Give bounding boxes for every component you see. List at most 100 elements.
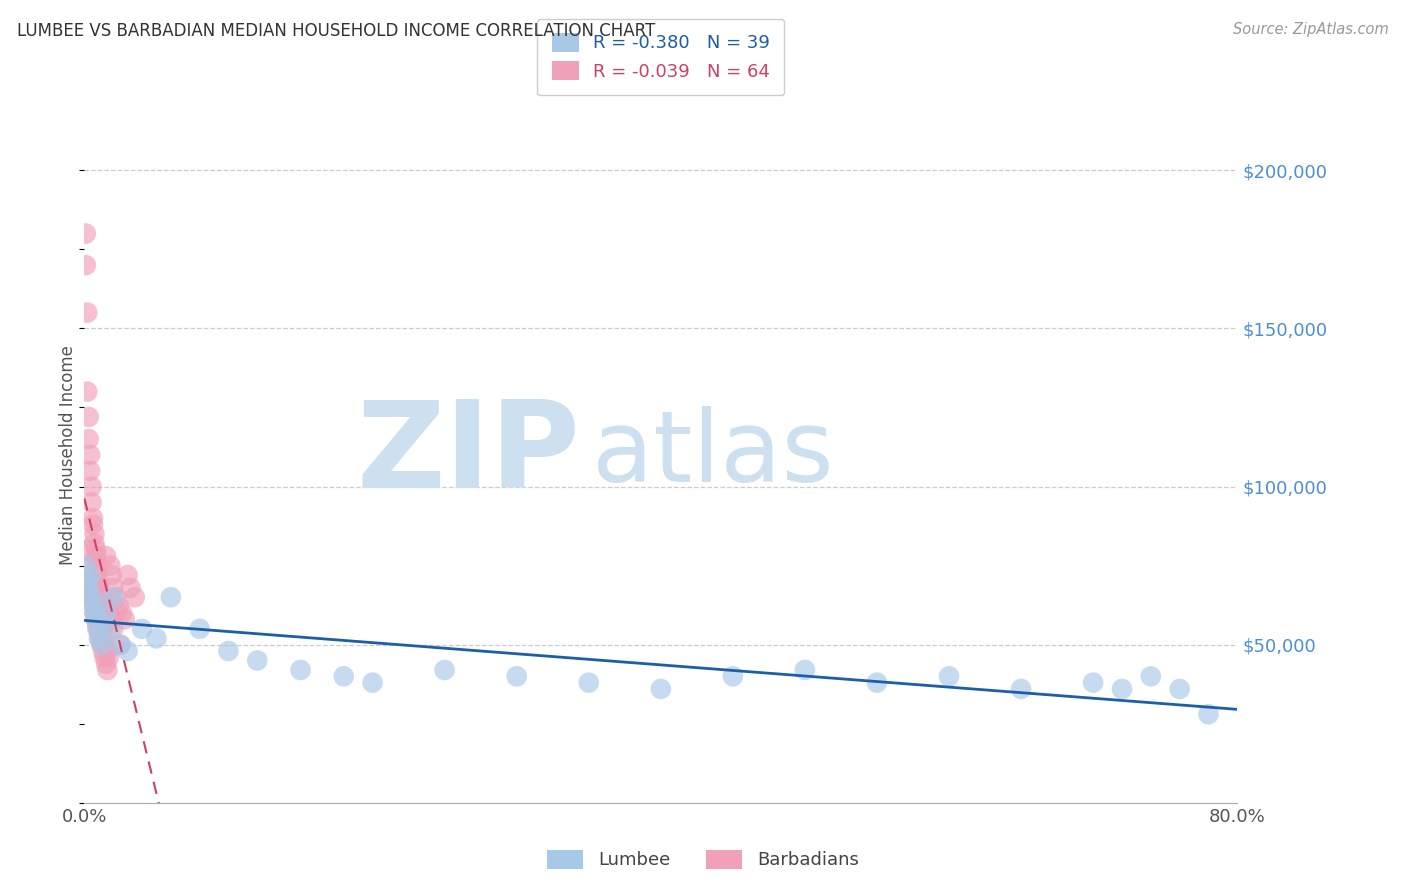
Point [80, 479, 103, 493]
Point [84, 612, 107, 626]
Point [1111, 681, 1133, 696]
Point [79, 581, 101, 595]
Point [75, 542, 97, 557]
Point [1083, 675, 1105, 690]
Point [94, 657, 117, 671]
Legend: R = -0.380   N = 39, R = -0.039   N = 64: R = -0.380 N = 39, R = -0.039 N = 64 [537, 19, 785, 95]
Point [77, 574, 100, 589]
Point [89, 599, 111, 614]
Point [98, 558, 121, 573]
Point [105, 591, 128, 605]
Point [82, 597, 104, 611]
Point [1198, 707, 1220, 722]
Point [721, 669, 744, 683]
Point [76, 558, 98, 573]
Point [83, 527, 105, 541]
Point [103, 591, 124, 605]
Point [97, 650, 120, 665]
Point [124, 591, 146, 605]
Point [103, 581, 124, 595]
Point [578, 675, 600, 690]
Text: atlas: atlas [592, 407, 834, 503]
Point [108, 599, 131, 614]
Point [96, 644, 118, 658]
Point [98, 612, 121, 626]
Point [80, 591, 103, 605]
Point [79, 568, 101, 582]
Point [83, 536, 105, 550]
Point [90, 591, 112, 605]
Y-axis label: Median Household Income: Median Household Income [59, 345, 77, 565]
Point [94, 606, 117, 620]
Point [96, 663, 118, 677]
Point [77, 581, 100, 595]
Point [77, 409, 100, 424]
Point [82, 597, 104, 611]
Point [90, 638, 112, 652]
Point [93, 650, 115, 665]
Point [84, 612, 107, 626]
Point [91, 622, 114, 636]
Point [84, 542, 107, 557]
Point [105, 606, 128, 620]
Point [1168, 681, 1191, 696]
Point [90, 612, 112, 626]
Point [89, 632, 111, 646]
Point [86, 622, 108, 636]
Point [87, 625, 110, 640]
Point [84, 549, 107, 563]
Point [76, 384, 98, 399]
Point [131, 622, 153, 636]
Point [79, 448, 101, 462]
Point [75, 558, 97, 573]
Point [98, 622, 121, 636]
Point [100, 568, 122, 582]
Point [290, 663, 312, 677]
Point [79, 464, 101, 478]
Point [91, 632, 114, 646]
Point [794, 663, 817, 677]
Point [76, 305, 98, 319]
Point [361, 675, 384, 690]
Point [82, 511, 104, 525]
Point [160, 591, 183, 605]
Point [83, 606, 105, 620]
Point [114, 612, 136, 626]
Point [82, 517, 104, 532]
Point [93, 638, 115, 652]
Point [938, 669, 960, 683]
Legend: Lumbee, Barbadians: Lumbee, Barbadians [538, 841, 868, 879]
Point [86, 568, 108, 582]
Point [111, 606, 134, 620]
Point [86, 618, 108, 632]
Point [90, 638, 112, 652]
Text: LUMBEE VS BARBADIAN MEDIAN HOUSEHOLD INCOME CORRELATION CHART: LUMBEE VS BARBADIAN MEDIAN HOUSEHOLD INC… [17, 22, 655, 40]
Text: ZIP: ZIP [356, 396, 581, 514]
Point [110, 638, 132, 652]
Point [145, 632, 167, 646]
Point [75, 227, 97, 241]
Point [117, 568, 139, 582]
Point [1010, 681, 1032, 696]
Point [866, 675, 889, 690]
Point [76, 574, 98, 589]
Point [83, 606, 105, 620]
Point [77, 432, 100, 446]
Point [87, 574, 110, 589]
Point [90, 606, 112, 620]
Point [94, 599, 117, 614]
Text: Source: ZipAtlas.com: Source: ZipAtlas.com [1233, 22, 1389, 37]
Point [110, 638, 132, 652]
Point [87, 581, 110, 595]
Point [1140, 669, 1163, 683]
Point [650, 681, 672, 696]
Point [103, 622, 124, 636]
Point [87, 581, 110, 595]
Point [80, 495, 103, 509]
Point [75, 258, 97, 272]
Point [246, 653, 269, 667]
Point [117, 644, 139, 658]
Point [86, 558, 108, 573]
Point [98, 612, 121, 626]
Point [333, 669, 356, 683]
